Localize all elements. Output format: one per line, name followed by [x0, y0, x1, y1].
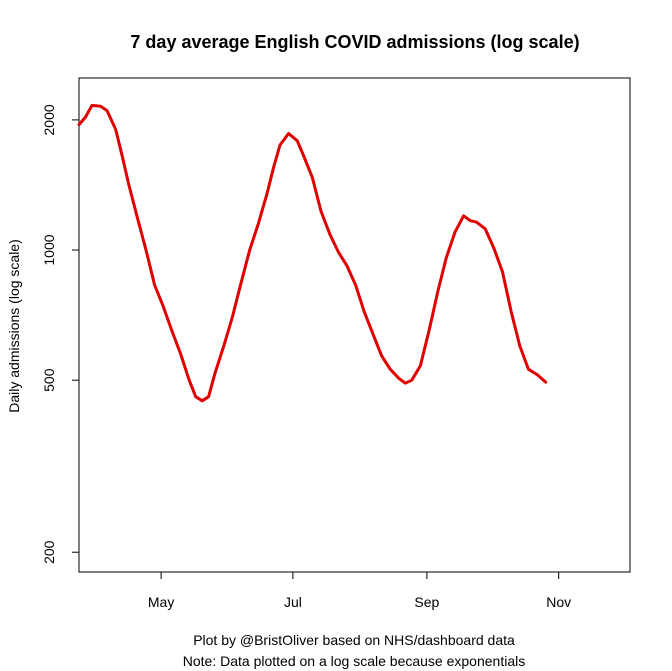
x-tick-label: May [148, 594, 174, 610]
caption-line-1: Plot by @BristOliver based on NHS/dashbo… [193, 632, 515, 648]
y-tick-label: 2000 [41, 104, 57, 135]
y-tick-label: 500 [41, 368, 57, 392]
series-layer [77, 103, 548, 403]
y-axis: 200 500 1000 2000 [41, 104, 79, 564]
x-axis: May Jul Sep Nov [148, 572, 571, 610]
caption-line-2: Note: Data plotted on a log scale becaus… [183, 653, 525, 669]
plot-frame [78, 77, 631, 573]
y-tick-label: 1000 [41, 234, 57, 265]
series-line [77, 103, 548, 403]
chart-title: 7 day average English COVID admissions (… [130, 32, 579, 52]
y-tick-label: 200 [41, 540, 57, 564]
x-tick-label: Nov [546, 594, 571, 610]
x-tick-label: Jul [284, 594, 302, 610]
y-axis-label: Daily admissions (log scale) [6, 239, 22, 413]
x-tick-label: Sep [414, 594, 439, 610]
